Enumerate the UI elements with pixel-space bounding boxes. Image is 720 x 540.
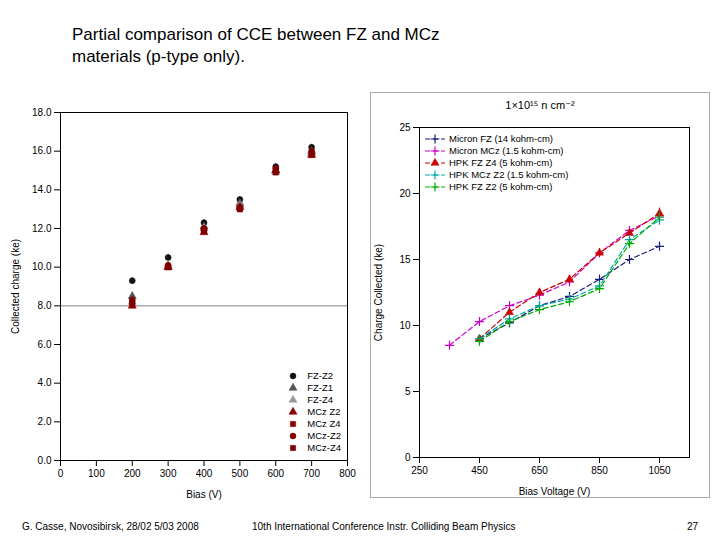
html-text:27: 27	[686, 521, 698, 532]
svg-text:600: 600	[267, 468, 284, 479]
svg-text:0: 0	[58, 468, 64, 479]
html-text:MCz Z2: MCz Z2	[307, 406, 341, 417]
html-text:MCz Z4: MCz Z4	[307, 418, 341, 429]
svg-text:250: 250	[411, 465, 428, 476]
html-text:MCz-Z4: MCz-Z4	[307, 442, 341, 453]
html-text:HPK FZ Z4 (5 kohm-cm): HPK FZ Z4 (5 kohm-cm)	[449, 157, 553, 168]
svg-text:0.0: 0.0	[38, 455, 52, 466]
html-text:Partial comparison of CCE betw: Partial comparison of CCE between FZ and…	[72, 25, 440, 44]
svg-text:14.0: 14.0	[32, 184, 52, 195]
svg-text:Collected charge (ke): Collected charge (ke)	[10, 239, 21, 334]
svg-text:450: 450	[471, 465, 488, 476]
svg-text:10: 10	[399, 320, 411, 331]
svg-text:25: 25	[399, 122, 411, 133]
svg-text:2.0: 2.0	[38, 416, 52, 427]
svg-text:200: 200	[124, 468, 141, 479]
html-text:materials (p-type only).: materials (p-type only).	[72, 47, 245, 67]
svg-text:400: 400	[196, 468, 213, 479]
svg-text:5: 5	[405, 386, 411, 397]
html-text:Micron FZ (14 kohm-cm): Micron FZ (14 kohm-cm)	[449, 133, 553, 144]
svg-text:0: 0	[405, 452, 411, 463]
html-text:HPK FZ Z2 (5 kohm-cm): HPK FZ Z2 (5 kohm-cm)	[449, 181, 553, 192]
svg-text:20: 20	[399, 188, 411, 199]
svg-text:800: 800	[339, 468, 356, 479]
svg-text:4.0: 4.0	[38, 377, 52, 388]
html-text:MCz-Z2: MCz-Z2	[307, 430, 341, 441]
svg-text:16.0: 16.0	[32, 145, 52, 156]
svg-text:12.0: 12.0	[32, 223, 52, 234]
svg-text:6.0: 6.0	[38, 339, 52, 350]
svg-text:850: 850	[591, 465, 608, 476]
svg-text:15: 15	[399, 254, 411, 265]
svg-text:100: 100	[88, 468, 105, 479]
html-text:HPK MCz Z2 (1.5 kohm-cm): HPK MCz Z2 (1.5 kohm-cm)	[449, 169, 569, 180]
html-text:Micron MCz (1.5 kohm-cm): Micron MCz (1.5 kohm-cm)	[449, 145, 564, 156]
svg-text:8.0: 8.0	[38, 300, 52, 311]
svg-text:Bias Voltage (V): Bias Voltage (V)	[519, 486, 591, 497]
html-text:10th International Conference: 10th International Conference Instr. Col…	[252, 521, 516, 532]
svg-text:1050: 1050	[648, 465, 671, 476]
svg-text:500: 500	[232, 468, 249, 479]
html-text:1×10¹⁵ n cm⁻²: 1×10¹⁵ n cm⁻²	[505, 99, 575, 111]
svg-text:Bias (V): Bias (V)	[186, 489, 222, 500]
svg-text:650: 650	[531, 465, 548, 476]
svg-text:10.0: 10.0	[32, 261, 52, 272]
html-text:FZ-Z4: FZ-Z4	[307, 394, 334, 405]
svg-text:700: 700	[303, 468, 320, 479]
html-text:G. Casse, Novosibirsk, 28/02 5: G. Casse, Novosibirsk, 28/02 5/03 2008	[22, 521, 199, 532]
svg-text:300: 300	[160, 468, 177, 479]
html-text:FZ-Z1: FZ-Z1	[307, 382, 334, 393]
svg-text:18.0: 18.0	[32, 107, 52, 118]
html-text:FZ-Z2: FZ-Z2	[307, 370, 334, 381]
svg-text:Charge Collected (ke): Charge Collected (ke)	[373, 244, 384, 341]
